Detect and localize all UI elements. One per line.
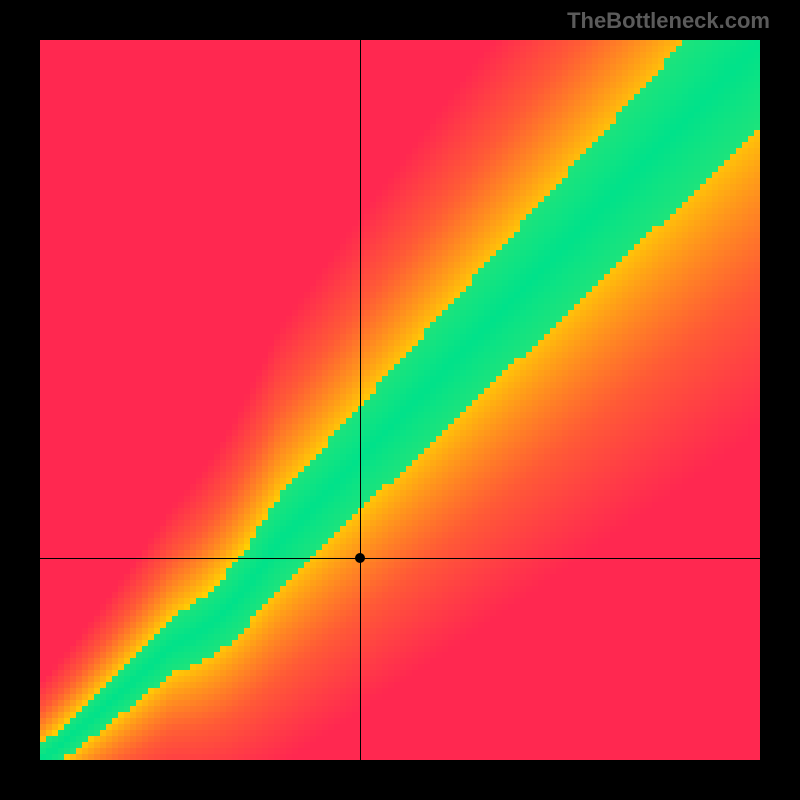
heatmap-chart xyxy=(40,40,760,760)
crosshair-marker xyxy=(355,553,365,563)
crosshair-horizontal xyxy=(40,558,760,559)
heatmap-canvas xyxy=(40,40,760,760)
watermark-text: TheBottleneck.com xyxy=(567,8,770,34)
crosshair-vertical xyxy=(360,40,361,760)
